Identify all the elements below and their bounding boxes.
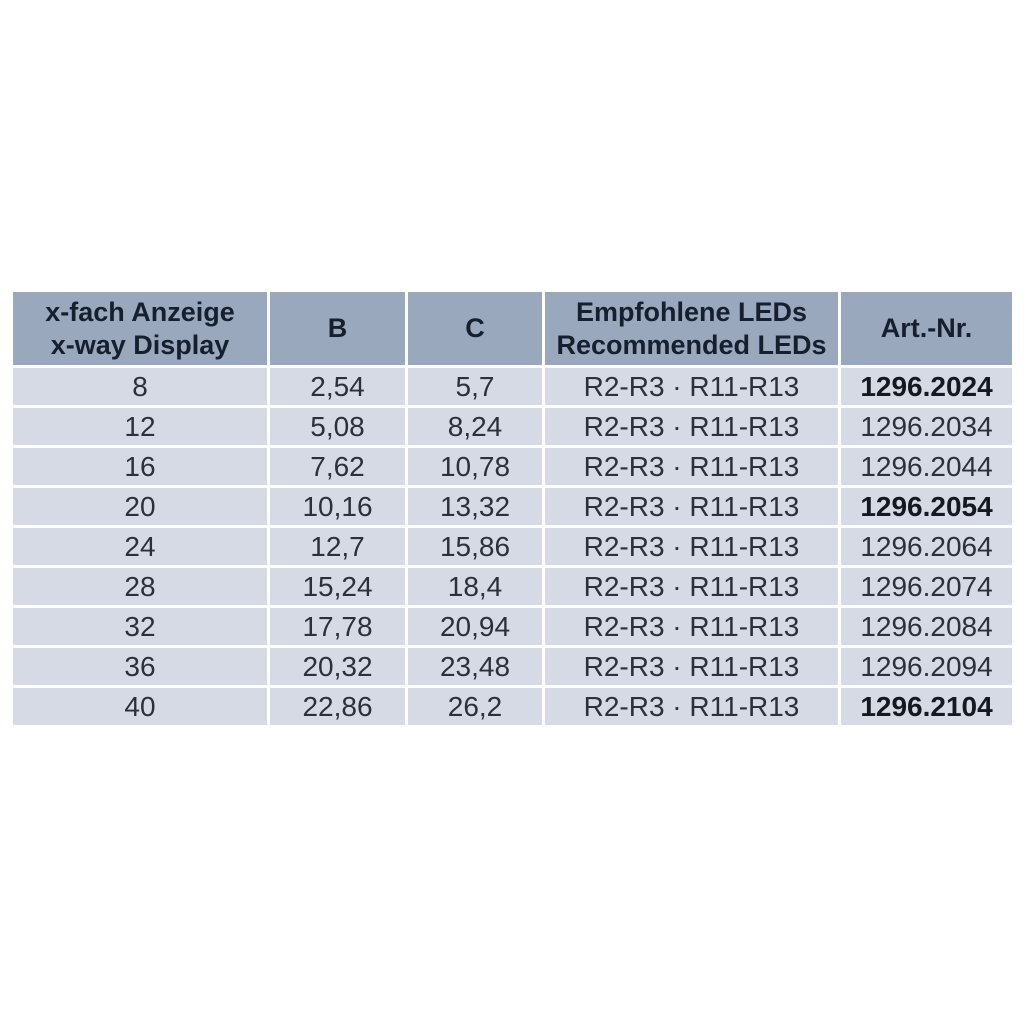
header-leds-line-en: Recommended LEDs bbox=[556, 329, 827, 360]
cell-art-nr: 1296.2034 bbox=[841, 408, 1012, 445]
cell-art-nr: 1296.2104 bbox=[841, 688, 1012, 725]
cell-c: 10,78 bbox=[408, 448, 542, 485]
cell-x-way: 20 bbox=[13, 488, 267, 525]
table-row: 28 15,24 18,4 R2-R3 · R11-R13 1296.2074 bbox=[13, 568, 1012, 605]
cell-b: 10,16 bbox=[270, 488, 405, 525]
cell-b: 12,7 bbox=[270, 528, 405, 565]
cell-leds: R2-R3 · R11-R13 bbox=[545, 608, 838, 645]
cell-b: 22,86 bbox=[270, 688, 405, 725]
cell-x-way: 16 bbox=[13, 448, 267, 485]
cell-c: 13,32 bbox=[408, 488, 542, 525]
cell-b: 17,78 bbox=[270, 608, 405, 645]
cell-x-way: 40 bbox=[13, 688, 267, 725]
table-row: 12 5,08 8,24 R2-R3 · R11-R13 1296.2034 bbox=[13, 408, 1012, 445]
cell-leds: R2-R3 · R11-R13 bbox=[545, 568, 838, 605]
cell-leds: R2-R3 · R11-R13 bbox=[545, 448, 838, 485]
cell-leds: R2-R3 · R11-R13 bbox=[545, 368, 838, 405]
table-row: 32 17,78 20,94 R2-R3 · R11-R13 1296.2084 bbox=[13, 608, 1012, 645]
cell-x-way: 24 bbox=[13, 528, 267, 565]
product-table-container: x-fach Anzeige x-way Display B C Empfohl… bbox=[10, 289, 1015, 728]
cell-c: 8,24 bbox=[408, 408, 542, 445]
column-header-c: C bbox=[408, 292, 542, 365]
column-header-b: B bbox=[270, 292, 405, 365]
table-row: 24 12,7 15,86 R2-R3 · R11-R13 1296.2064 bbox=[13, 528, 1012, 565]
table-row: 16 7,62 10,78 R2-R3 · R11-R13 1296.2044 bbox=[13, 448, 1012, 485]
cell-x-way: 36 bbox=[13, 648, 267, 685]
cell-b: 7,62 bbox=[270, 448, 405, 485]
cell-leds: R2-R3 · R11-R13 bbox=[545, 648, 838, 685]
cell-c: 23,48 bbox=[408, 648, 542, 685]
cell-c: 5,7 bbox=[408, 368, 542, 405]
cell-leds: R2-R3 · R11-R13 bbox=[545, 408, 838, 445]
table-row: 8 2,54 5,7 R2-R3 · R11-R13 1296.2024 bbox=[13, 368, 1012, 405]
header-x-way-line-en: x-way Display bbox=[50, 329, 230, 360]
cell-x-way: 8 bbox=[13, 368, 267, 405]
cell-b: 15,24 bbox=[270, 568, 405, 605]
cell-art-nr: 1296.2044 bbox=[841, 448, 1012, 485]
cell-art-nr: 1296.2064 bbox=[841, 528, 1012, 565]
header-row: x-fach Anzeige x-way Display B C Empfohl… bbox=[13, 292, 1012, 365]
cell-b: 20,32 bbox=[270, 648, 405, 685]
cell-art-nr: 1296.2024 bbox=[841, 368, 1012, 405]
cell-x-way: 32 bbox=[13, 608, 267, 645]
cell-x-way: 12 bbox=[13, 408, 267, 445]
column-header-art-nr: Art.-Nr. bbox=[841, 292, 1012, 365]
cell-b: 2,54 bbox=[270, 368, 405, 405]
table-row: 36 20,32 23,48 R2-R3 · R11-R13 1296.2094 bbox=[13, 648, 1012, 685]
cell-leds: R2-R3 · R11-R13 bbox=[545, 688, 838, 725]
cell-c: 20,94 bbox=[408, 608, 542, 645]
cell-art-nr: 1296.2054 bbox=[841, 488, 1012, 525]
table-row: 40 22,86 26,2 R2-R3 · R11-R13 1296.2104 bbox=[13, 688, 1012, 725]
cell-art-nr: 1296.2074 bbox=[841, 568, 1012, 605]
cell-leds: R2-R3 · R11-R13 bbox=[545, 528, 838, 565]
cell-art-nr: 1296.2094 bbox=[841, 648, 1012, 685]
cell-c: 15,86 bbox=[408, 528, 542, 565]
column-header-x-way-display: x-fach Anzeige x-way Display bbox=[13, 292, 267, 365]
cell-c: 26,2 bbox=[408, 688, 542, 725]
cell-b: 5,08 bbox=[270, 408, 405, 445]
cell-art-nr: 1296.2084 bbox=[841, 608, 1012, 645]
product-table: x-fach Anzeige x-way Display B C Empfohl… bbox=[10, 289, 1015, 728]
column-header-recommended-leds: Empfohlene LEDs Recommended LEDs bbox=[545, 292, 838, 365]
cell-c: 18,4 bbox=[408, 568, 542, 605]
header-leds-line-de: Empfohlene LEDs bbox=[575, 297, 808, 328]
cell-x-way: 28 bbox=[13, 568, 267, 605]
cell-leds: R2-R3 · R11-R13 bbox=[545, 488, 838, 525]
table-row: 20 10,16 13,32 R2-R3 · R11-R13 1296.2054 bbox=[13, 488, 1012, 525]
header-x-way-line-de: x-fach Anzeige bbox=[45, 297, 235, 328]
